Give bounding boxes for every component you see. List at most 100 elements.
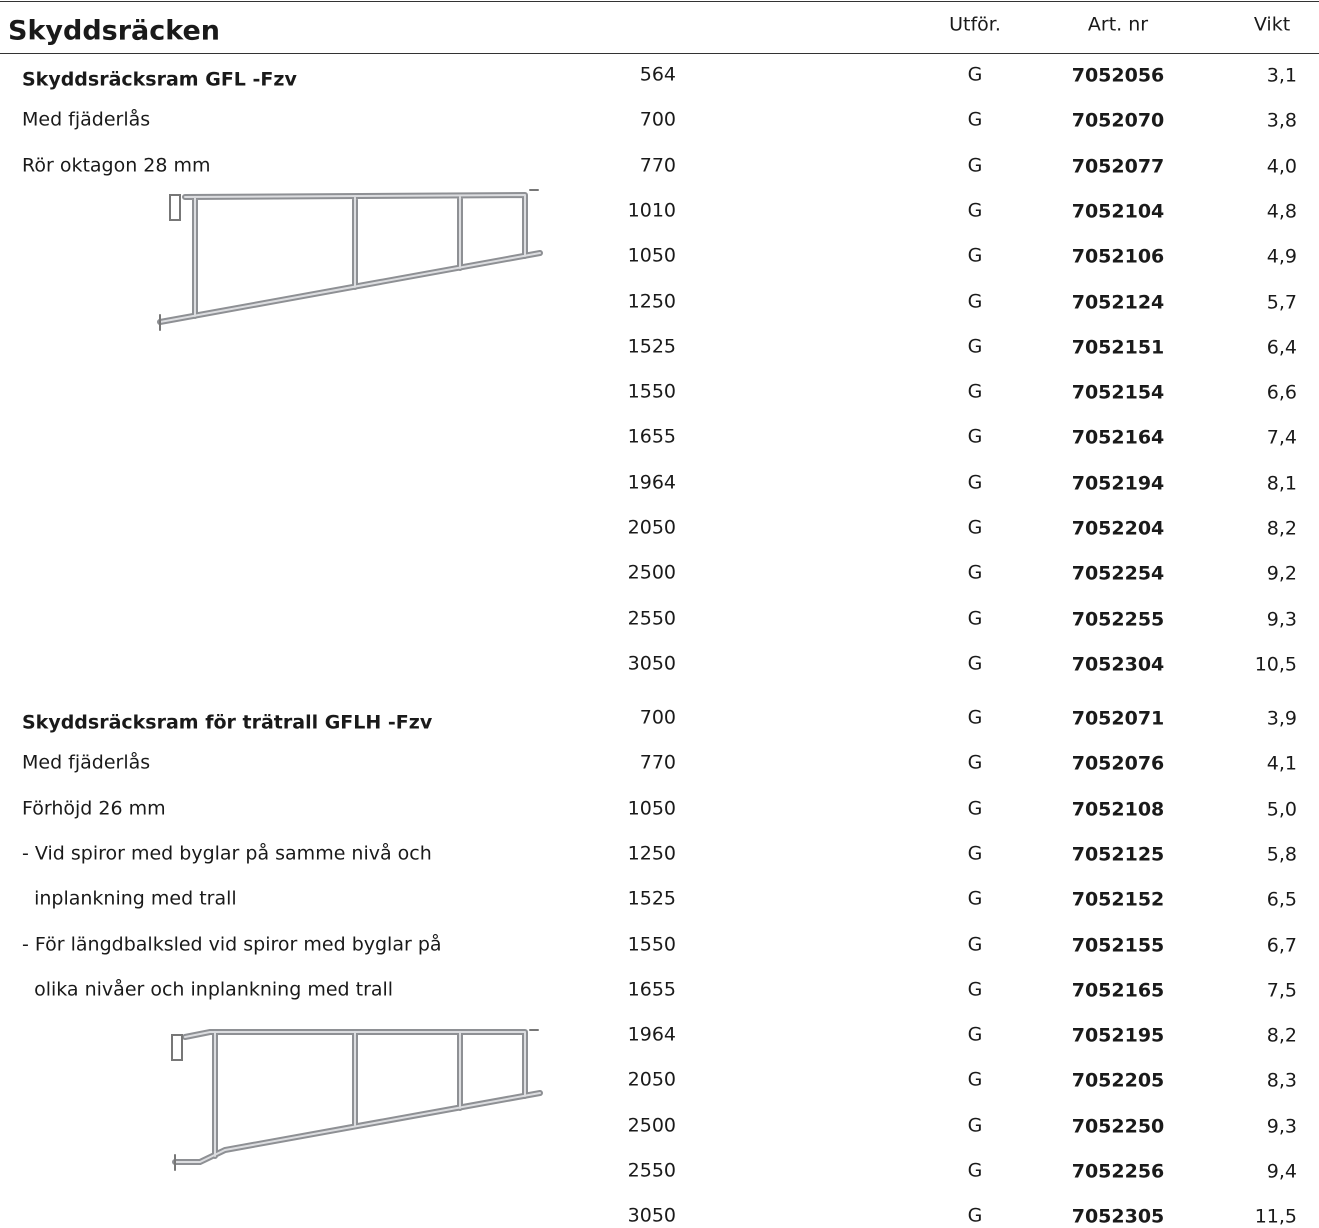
header-rule (0, 53, 1319, 54)
weight: 9,4 (1267, 1163, 1297, 1182)
article-number: 7052165 (1072, 981, 1165, 1000)
article-number: 7052151 (1072, 338, 1165, 357)
weight: 6,7 (1267, 936, 1297, 955)
product-image (150, 180, 550, 350)
length: 2500 (628, 564, 676, 583)
article-number: 7052154 (1072, 384, 1165, 403)
length: 564 (640, 66, 676, 85)
finish: G (968, 473, 983, 492)
article-number: 7052254 (1072, 565, 1165, 584)
article-number: 7052305 (1072, 1208, 1165, 1227)
weight: 4,8 (1267, 202, 1297, 221)
length: 1050 (628, 247, 676, 266)
length: 1550 (628, 383, 676, 402)
weight: 6,6 (1267, 384, 1297, 403)
page-title: Skyddsräcken (8, 18, 220, 45)
article-number: 7052256 (1072, 1163, 1165, 1182)
weight: 6,4 (1267, 338, 1297, 357)
finish: G (968, 1026, 983, 1045)
finish: G (968, 980, 983, 999)
finish: G (968, 428, 983, 447)
finish: G (968, 156, 983, 175)
weight: 6,5 (1267, 891, 1297, 910)
length: 1010 (628, 201, 676, 220)
finish: G (968, 654, 983, 673)
finish: G (968, 519, 983, 538)
weight: 8,2 (1267, 520, 1297, 539)
article-number: 7052108 (1072, 800, 1165, 819)
section-title: Skyddsräcksram för trätrall GFLH -Fzv (22, 714, 432, 733)
length: 770 (640, 156, 676, 175)
weight: 11,5 (1255, 1208, 1297, 1227)
length: 2550 (628, 609, 676, 628)
weight: 9,3 (1267, 1117, 1297, 1136)
finish: G (968, 1207, 983, 1226)
weight: 10,5 (1255, 655, 1297, 674)
weight: 5,0 (1267, 800, 1297, 819)
article-number: 7052106 (1072, 248, 1165, 267)
finish: G (968, 201, 983, 220)
article-number: 7052194 (1072, 474, 1165, 493)
finish: G (968, 337, 983, 356)
section-description: Med fjäderlås (22, 754, 150, 773)
article-number: 7052195 (1072, 1027, 1165, 1046)
column-header: Art. nr (1088, 16, 1148, 35)
weight: 5,8 (1267, 845, 1297, 864)
length: 1525 (628, 337, 676, 356)
length: 3050 (628, 654, 676, 673)
weight: 4,1 (1267, 755, 1297, 774)
length: 1655 (628, 980, 676, 999)
article-number: 7052164 (1072, 429, 1165, 448)
finish: G (968, 66, 983, 85)
article-number: 7052076 (1072, 755, 1165, 774)
finish: G (968, 609, 983, 628)
length: 2050 (628, 519, 676, 538)
column-header: Utför. (949, 16, 1001, 35)
length: 700 (640, 111, 676, 130)
article-number: 7052152 (1072, 891, 1165, 910)
finish: G (968, 709, 983, 728)
weight: 4,0 (1267, 157, 1297, 176)
weight: 3,1 (1267, 67, 1297, 86)
product-image (150, 1020, 550, 1190)
article-number: 7052077 (1072, 157, 1165, 176)
length: 770 (640, 754, 676, 773)
section-description: Förhöjd 26 mm (22, 799, 166, 818)
length: 2050 (628, 1071, 676, 1090)
section-title: Skyddsräcksram GFL -Fzv (22, 71, 297, 90)
article-number: 7052056 (1072, 67, 1165, 86)
section-description: olika nivåer och inplankning med trall (22, 980, 393, 999)
section-description: - För längdbalksled vid spiror med bygla… (22, 935, 442, 954)
finish: G (968, 1071, 983, 1090)
article-number: 7052124 (1072, 293, 1165, 312)
article-number: 7052304 (1072, 655, 1165, 674)
top-rule (0, 1, 1319, 2)
length: 2550 (628, 1162, 676, 1181)
length: 1550 (628, 935, 676, 954)
weight: 4,9 (1267, 248, 1297, 267)
section-description: inplankning med trall (22, 890, 237, 909)
article-number: 7052125 (1072, 845, 1165, 864)
finish: G (968, 247, 983, 266)
section-description: - Vid spiror med byglar på samme nivå oc… (22, 844, 432, 863)
section-description: Med fjäderlås (22, 111, 150, 130)
weight: 9,2 (1267, 565, 1297, 584)
weight: 5,7 (1267, 293, 1297, 312)
weight: 8,2 (1267, 1027, 1297, 1046)
finish: G (968, 292, 983, 311)
weight: 7,4 (1267, 429, 1297, 448)
article-number: 7052204 (1072, 520, 1165, 539)
article-number: 7052070 (1072, 112, 1165, 131)
page: Skyddsräcken Utför. Art. nr Vikt (() => … (0, 0, 1319, 1227)
length: 1964 (628, 473, 676, 492)
article-number: 7052250 (1072, 1117, 1165, 1136)
finish: G (968, 1162, 983, 1181)
weight: 9,3 (1267, 610, 1297, 629)
finish: G (968, 1116, 983, 1135)
length: 700 (640, 709, 676, 728)
finish: G (968, 383, 983, 402)
length: 3050 (628, 1207, 676, 1226)
weight: 8,1 (1267, 474, 1297, 493)
length: 1655 (628, 428, 676, 447)
length: 1250 (628, 844, 676, 863)
